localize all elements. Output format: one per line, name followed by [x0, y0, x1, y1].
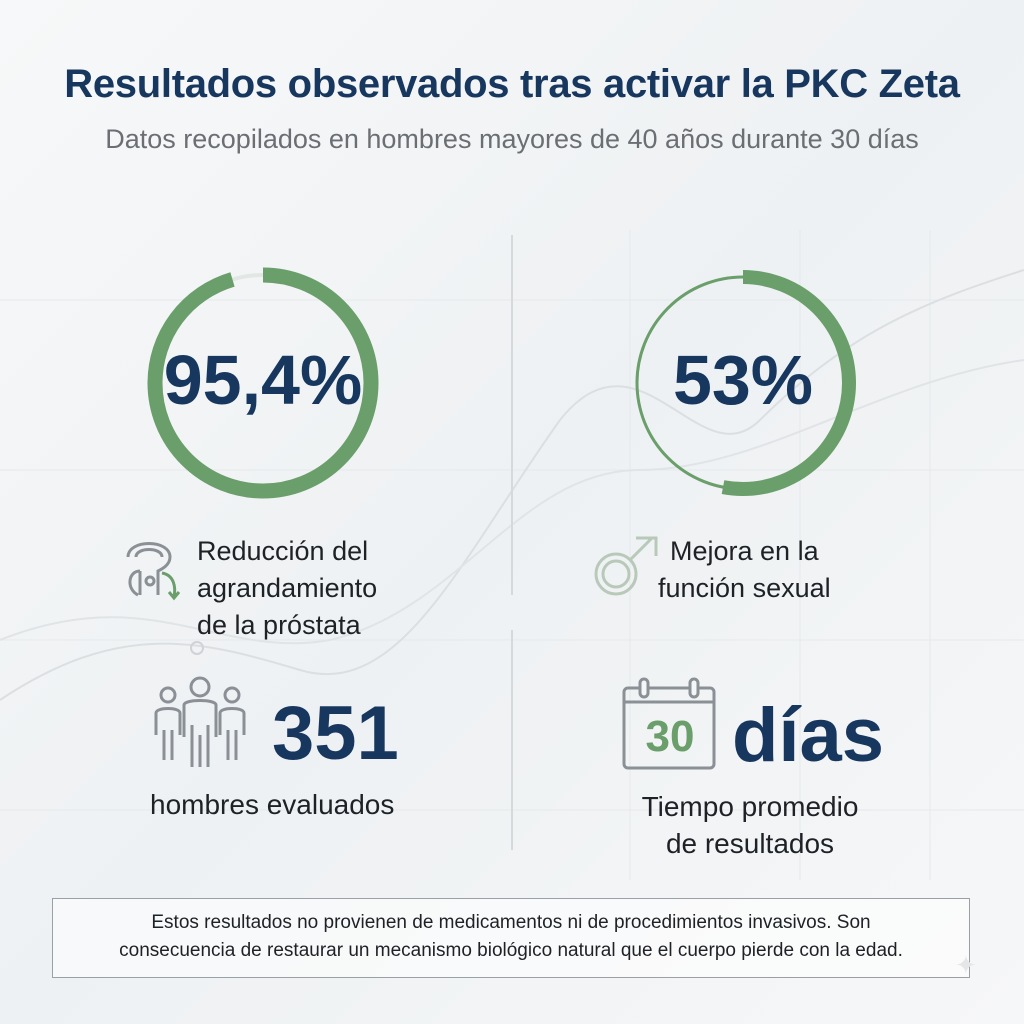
- prostate-label: Reducción del agrandamiento de la prósta…: [197, 533, 377, 644]
- sparkle-icon: ✦: [955, 950, 977, 980]
- people-group-icon: [154, 676, 246, 767]
- prostate-icon: [126, 542, 181, 601]
- label-line: función sexual: [658, 573, 831, 603]
- note-line: consecuencia de restaurar un mecanismo b…: [119, 940, 903, 961]
- men-evaluated-label: hombres evaluados: [150, 789, 395, 820]
- label-line: agrandamiento: [197, 573, 378, 603]
- page-subtitle: Datos recopilados en hombres mayores de …: [105, 124, 919, 154]
- label-line: Mejora en la: [670, 536, 819, 566]
- men-evaluated-count: 351: [272, 691, 399, 776]
- disclaimer-note: Estos resultados no provienen de medicam…: [52, 898, 970, 978]
- vertical-divider: [511, 235, 513, 595]
- label-line: Reducción del: [197, 536, 369, 566]
- sexual-function-percentage: 53%: [672, 341, 814, 419]
- label-line: Tiempo promedio: [641, 791, 859, 822]
- vertical-divider: [511, 630, 513, 850]
- male-symbol-icon: [594, 536, 658, 596]
- sexual-function-label: Mejora en la función sexual: [658, 533, 831, 607]
- label-line: de la próstata: [197, 610, 361, 640]
- page-title: Resultados observados tras activar la PK…: [64, 62, 960, 106]
- prostate-gauge: [147, 267, 379, 499]
- days-value: días: [732, 693, 885, 778]
- gauge-fill: [630, 270, 856, 496]
- calendar-icon: [622, 677, 716, 770]
- days-label: Tiempo promedio de resultados: [620, 788, 880, 862]
- calendar-number: 30: [645, 712, 695, 761]
- label-line: de resultados: [665, 828, 835, 859]
- sexual-function-gauge: [630, 270, 856, 496]
- gauge-fill: [147, 267, 379, 499]
- prostate-percentage: 95,4%: [163, 341, 363, 419]
- note-line: Estos resultados no provienen de medicam…: [151, 912, 871, 933]
